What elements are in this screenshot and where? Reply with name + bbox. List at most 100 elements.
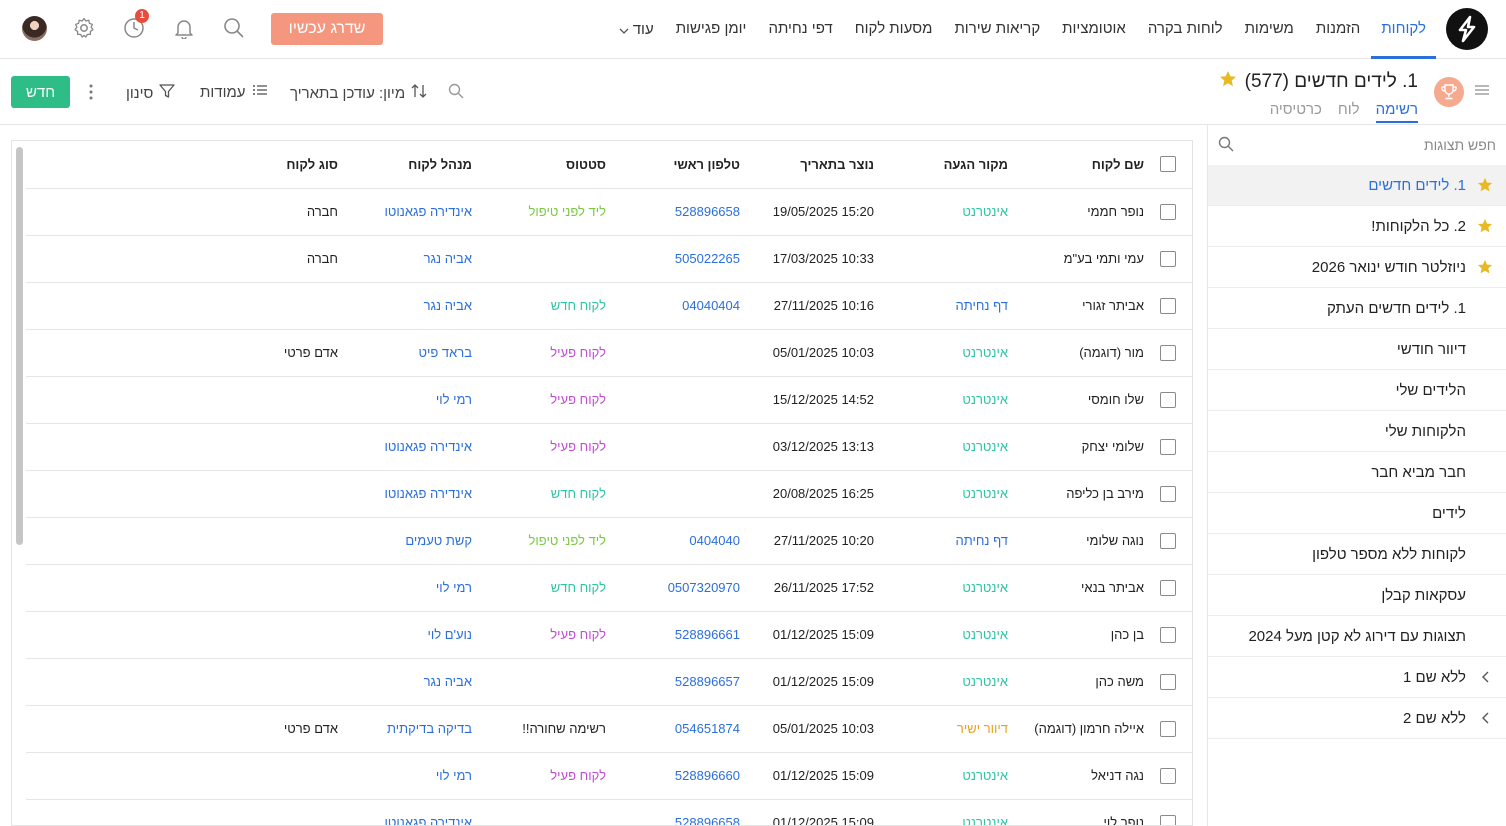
phone-link[interactable]: 04040404 [682,298,740,313]
select-all-checkbox[interactable] [1160,156,1176,173]
phone-link[interactable]: 528896657 [674,674,740,689]
kebab-icon[interactable] [88,83,94,101]
row-checkbox[interactable] [1160,344,1176,361]
table-row[interactable]: עמי ותמי בע"מ 10:33 17/03/2025 505022265 אב… [26,235,1192,283]
nav-item-5[interactable]: קריאות שירות [954,20,1041,37]
account-manager-link[interactable]: אביה נגר [423,674,472,689]
row-checkbox[interactable] [1160,438,1176,455]
row-checkbox[interactable] [1160,297,1176,314]
account-manager-link[interactable]: נוע'ם לוי [427,627,472,642]
account-manager-link[interactable]: רמי לוי [435,768,472,783]
logo-icon[interactable] [1446,8,1488,50]
sidebar-view-item[interactable]: ניוזלטר חודש ינואר 2026 [1208,247,1506,288]
columns-button[interactable]: עמודות [200,83,268,101]
account-manager-link[interactable]: אינדירה פגאנוטו [384,486,472,501]
phone-link[interactable]: 528896658 [674,815,740,826]
sidebar-view-item[interactable]: חבר מביא חבר [1208,452,1506,493]
phone-link[interactable]: 528896658 [674,204,740,219]
cell-customer-name[interactable]: מור (דוגמה) [1008,329,1144,377]
nav-item-8[interactable]: יומן פגישות [675,20,747,37]
sidebar-view-item[interactable]: 1. לידים חדשים [1208,165,1506,206]
gear-icon[interactable] [72,16,96,40]
account-manager-link[interactable]: רמי לוי [435,392,472,407]
account-manager-link[interactable]: בראד פיט [418,345,473,360]
cell-customer-name[interactable]: משה כהן [1008,658,1144,706]
nav-item-3[interactable]: לוחות בקרה [1147,20,1223,37]
table-row[interactable]: נגה דניאל אינטרנט 15:09 01/12/2025 52889666… [26,752,1192,800]
row-checkbox[interactable] [1160,485,1176,502]
row-checkbox[interactable] [1160,532,1176,549]
chevron-left-icon[interactable] [1476,671,1494,683]
table-row[interactable]: איילה חרמון (דוגמה) דיוור ישיר 10:03 05/01… [26,705,1192,753]
table-row[interactable]: משה כהן אינטרנט 15:09 01/12/2025 528896657 א… [26,658,1192,706]
account-manager-link[interactable]: אביה נגר [423,298,472,313]
account-manager-link[interactable]: אינדירה פגאנוטו [384,439,472,454]
star-icon[interactable] [1476,177,1494,193]
sidebar-view-item[interactable]: לידים [1208,493,1506,534]
cell-customer-name[interactable]: אביתר בנאי [1008,564,1144,612]
phone-link[interactable]: 0404040 [689,533,740,548]
row-checkbox[interactable] [1160,720,1176,737]
cell-customer-name[interactable]: נגה דניאל [1008,752,1144,800]
sidebar-view-item[interactable]: תצוגות עם דירוג לא קטן מעל 2024 [1208,616,1506,657]
search-icon[interactable] [448,83,464,99]
phone-link[interactable]: 528896661 [674,627,740,642]
row-checkbox[interactable] [1160,767,1176,784]
account-manager-link[interactable]: אינדירה פגאנוטו [384,204,472,219]
sidebar-view-item[interactable]: ללא שם 1 [1208,657,1506,698]
cell-customer-name[interactable]: שלומי יצחק [1008,423,1144,471]
table-row[interactable]: בן כהן אינטרנט 15:09 01/12/2025 528896661 לק… [26,611,1192,659]
table-row[interactable]: נופר חממי אינטרנט 15:20 19/05/2025 52889665… [26,188,1192,236]
view-tab-2[interactable]: כרטיסיה [1269,101,1322,118]
sidebar-view-item[interactable]: הלידים שלי [1208,370,1506,411]
sidebar-view-item[interactable]: דיוור חודשי [1208,329,1506,370]
cell-customer-name[interactable]: שלו חומסי [1008,376,1144,424]
row-checkbox[interactable] [1160,250,1176,267]
upgrade-button[interactable]: שדרג עכשיו [271,13,383,45]
column-header[interactable]: טלפון ראשי [606,141,740,189]
views-search-input[interactable] [1242,137,1496,153]
trophy-icon[interactable] [1434,77,1464,107]
row-checkbox[interactable] [1160,391,1176,408]
bell-icon[interactable] [172,16,196,40]
table-row[interactable]: נוגה שלומי דף נחיתה 10:20 27/11/2025 040404… [26,517,1192,565]
row-checkbox[interactable] [1160,626,1176,643]
nav-item-4[interactable]: אוטומציות [1062,20,1126,37]
table-row[interactable]: אביתר זגורי דף נחיתה 10:16 27/11/2025 04040… [26,282,1192,330]
star-icon[interactable] [1219,70,1237,94]
cell-customer-name[interactable]: אביתר זגורי [1008,282,1144,330]
nav-more[interactable]: עוד [608,0,665,59]
menu-icon[interactable] [1474,83,1490,100]
account-manager-link[interactable]: רמי לוי [435,580,472,595]
table-row[interactable]: מירב בן כליפה אינטרנט 16:25 20/08/2025 לקוח… [26,470,1192,518]
cell-customer-name[interactable]: מירב בן כליפה [1008,470,1144,518]
row-checkbox[interactable] [1160,814,1176,825]
sidebar-view-item[interactable]: 1. לידים חדשים העתק [1208,288,1506,329]
sidebar-view-item[interactable]: הלקוחות שלי [1208,411,1506,452]
view-tab-1[interactable]: לוח [1337,101,1360,118]
table-row[interactable]: מור (דוגמה) אינטרנט 10:03 05/01/2025 לקוח פ… [26,329,1192,377]
sort-button[interactable]: מיון: עודכן בתאריך [290,83,427,103]
nav-item-0[interactable]: לקוחות [1371,0,1436,59]
sidebar-view-item[interactable]: ללא שם 2 [1208,698,1506,739]
phone-link[interactable]: 505022265 [674,251,740,266]
column-header[interactable]: שם לקוח [1008,141,1144,189]
table-row[interactable]: שלומי יצחק אינטרנט 13:13 03/12/2025 לקוח פע… [26,423,1192,471]
nav-item-7[interactable]: דפי נחיתה [768,20,833,37]
sidebar-view-item[interactable]: 2. כל הלקוחות! [1208,206,1506,247]
phone-link[interactable]: 0507320970 [667,580,740,595]
column-header[interactable]: סוג לקוח [26,141,338,189]
view-tab-0[interactable]: רשימה [1375,101,1418,123]
clock-icon[interactable]: 1 [122,9,149,40]
column-header[interactable]: מנהל לקוח [338,141,472,189]
filter-button[interactable]: סינון [126,83,176,103]
column-header[interactable]: מקור הגעה [874,141,1008,189]
star-icon[interactable] [1476,218,1494,234]
cell-customer-name[interactable]: נופר חממי [1008,188,1144,236]
sidebar-view-item[interactable]: לקוחות ללא מספר טלפון [1208,534,1506,575]
row-checkbox[interactable] [1160,673,1176,690]
table-row[interactable]: שלו חומסי אינטרנט 14:52 15/12/2025 לקוח פעי… [26,376,1192,424]
nav-item-1[interactable]: הזמנות [1315,20,1361,37]
account-manager-link[interactable]: בדיקה בדיקתית [387,721,472,736]
cell-customer-name[interactable]: נוגה שלומי [1008,517,1144,565]
